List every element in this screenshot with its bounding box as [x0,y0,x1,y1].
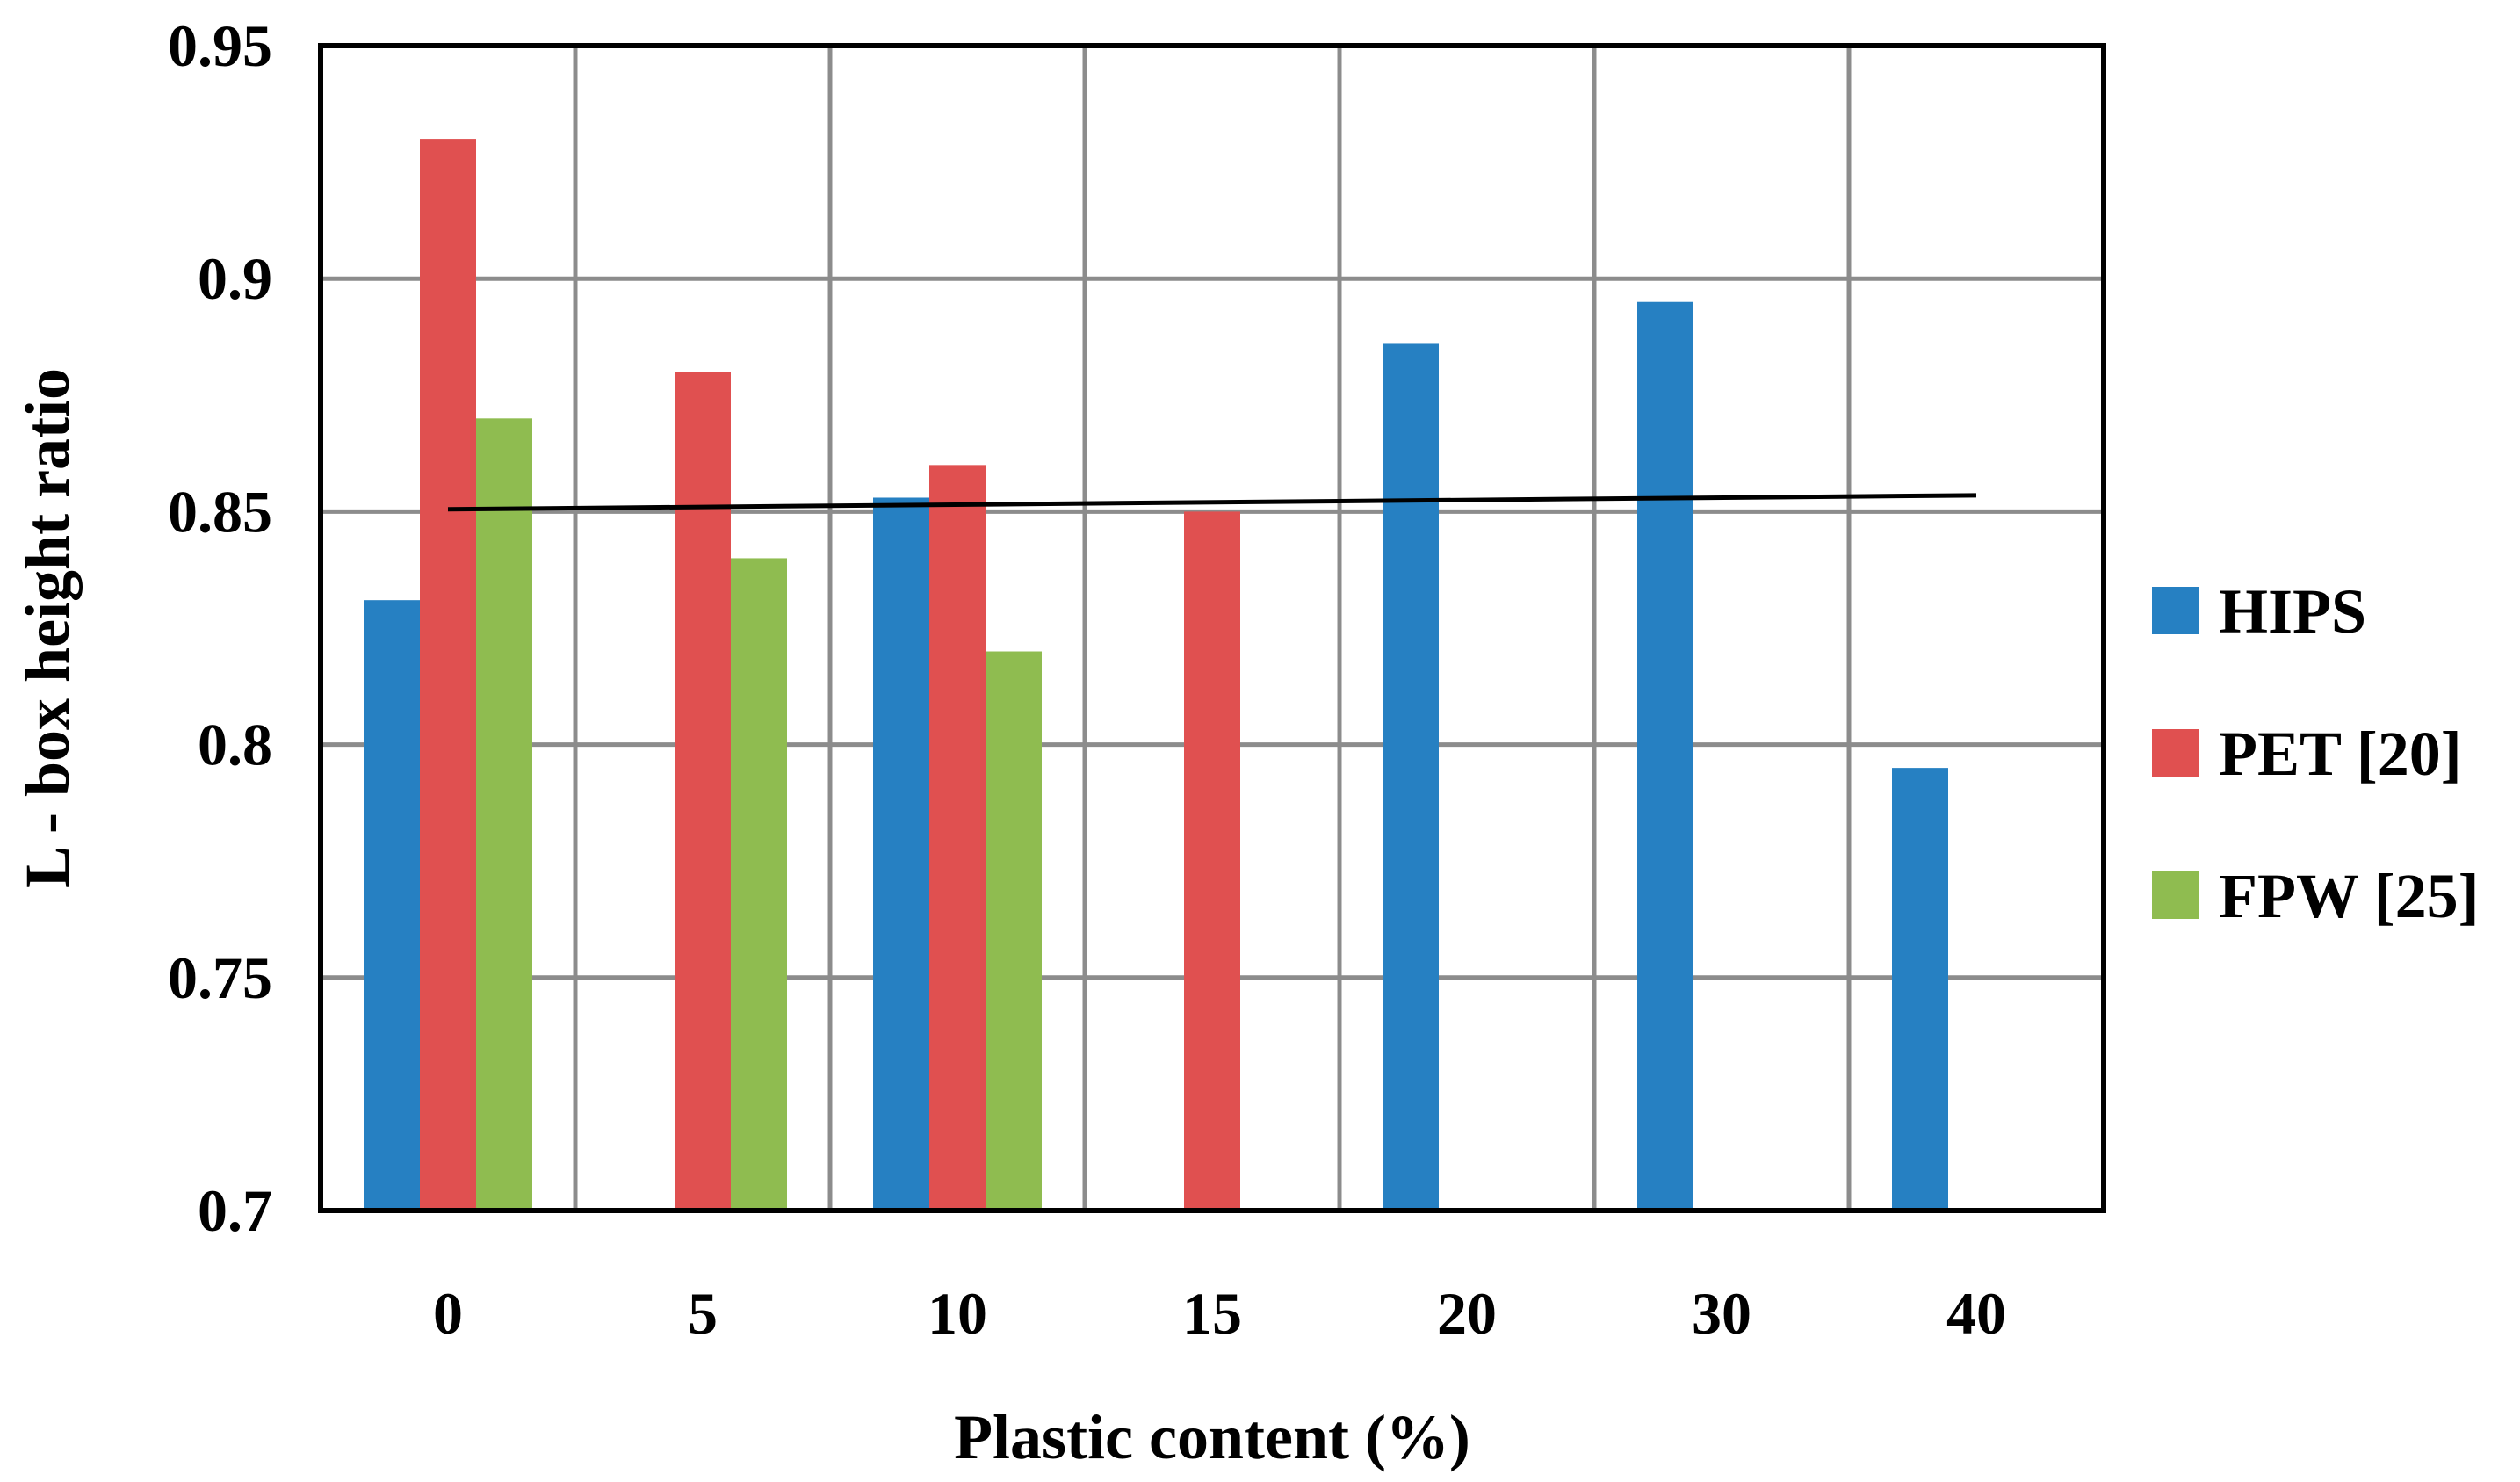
y-tick-label: 0.9 [198,245,272,312]
x-tick-label: 40 [1946,1280,2006,1347]
bar-fpw-0 [476,418,532,1211]
x-tick-label: 5 [688,1280,718,1347]
plot-area-border [318,43,2106,1213]
y-axis-ticks: 0.7 0.75 0.8 0.85 0.9 0.95 [168,12,272,1244]
bar-fpw-5 [731,558,787,1211]
legend: HIPS PET [20] FPW [25] [2152,576,2480,931]
legend-swatch-hips [2152,587,2199,634]
bar-hips-40 [1892,768,1948,1211]
trendline-layer [447,493,1977,512]
legend-swatch-fpw [2152,871,2199,919]
y-tick-label: 0.7 [198,1177,272,1244]
bars [364,139,1948,1211]
y-tick-label: 0.75 [168,944,272,1011]
bar-hips-10 [873,497,929,1211]
x-tick-label: 0 [433,1280,463,1347]
legend-label-pet: PET [20] [2219,719,2462,789]
x-tick-label: 30 [1692,1280,1751,1347]
bar-pet-0 [420,139,476,1211]
bar-pet-10 [929,465,986,1211]
y-tick-label: 0.85 [168,478,272,545]
y-axis-title: L - box height ratio [12,368,83,888]
legend-label-fpw: FPW [25] [2219,861,2480,931]
hips-trendline [447,493,1977,512]
x-axis-ticks: 0 5 10 15 20 30 40 [433,1280,2006,1347]
x-tick-label: 15 [1182,1280,1242,1347]
bar-fpw-10 [986,651,1042,1211]
bar-pet-15 [1184,511,1240,1211]
bar-pet-5 [675,372,731,1211]
x-tick-label: 10 [928,1280,987,1347]
x-axis-title: Plastic content (%) [954,1402,1470,1472]
y-tick-label: 0.8 [198,712,272,778]
bar-hips-20 [1383,343,1439,1211]
legend-label-hips: HIPS [2219,576,2366,647]
y-tick-label: 0.95 [168,12,272,79]
bar-hips-30 [1637,301,1693,1211]
x-tick-label: 20 [1437,1280,1497,1347]
legend-swatch-pet [2152,729,2199,777]
bar-hips-0 [364,600,420,1211]
